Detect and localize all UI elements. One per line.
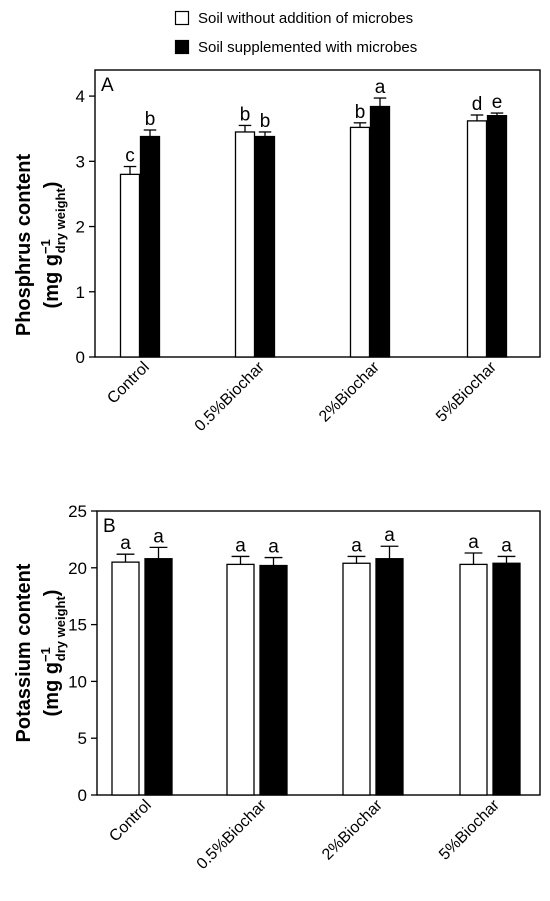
- y-tick-label: 2: [76, 218, 85, 237]
- significance-letter: a: [384, 525, 395, 546]
- panel-label: A: [101, 75, 114, 96]
- category-label: 2%Biochar: [319, 796, 386, 863]
- legend-swatch-1: [174, 10, 190, 26]
- legend-swatch-2: [174, 39, 190, 55]
- y-axis-title: Potassium content: [13, 563, 35, 742]
- significance-letter: a: [375, 77, 386, 98]
- y-axis-unit: (mg g−1dry weight): [38, 182, 68, 309]
- plot-frame: [94, 69, 541, 358]
- y-tick-label: 1: [76, 283, 85, 302]
- bar: [259, 564, 288, 796]
- significance-letter: a: [268, 537, 279, 558]
- significance-letter: b: [260, 111, 271, 132]
- significance-letter: d: [472, 94, 483, 115]
- y-tick-label: 10: [68, 672, 87, 691]
- y-tick-label: 3: [76, 152, 85, 171]
- y-axis-unit: (mg g−1dry weight): [38, 590, 68, 717]
- significance-letter: a: [501, 535, 512, 556]
- significance-letter: b: [240, 104, 251, 125]
- y-tick-label: 0: [76, 348, 85, 367]
- significance-letter: c: [125, 146, 135, 167]
- y-axis-title: Phosphrus content: [13, 154, 35, 337]
- bar: [375, 558, 404, 796]
- bar: [349, 126, 371, 358]
- category-label: 5%Biochar: [433, 358, 500, 425]
- bar: [119, 173, 141, 358]
- bar: [254, 135, 276, 358]
- bar: [342, 562, 371, 796]
- category-label: Control: [106, 797, 154, 845]
- category-label: 0.5%Biochar: [194, 796, 271, 873]
- bar: [234, 131, 256, 358]
- category-label: 2%Biochar: [316, 358, 383, 425]
- y-tick-label: 15: [68, 616, 87, 635]
- significance-letter: b: [355, 102, 366, 123]
- bar: [144, 558, 173, 796]
- y-tick-label: 0: [78, 786, 87, 805]
- y-tick-label: 25: [68, 502, 87, 521]
- bar: [226, 563, 255, 796]
- category-label: 5%Biochar: [436, 796, 503, 863]
- category-label: 0.5%Biochar: [192, 358, 269, 435]
- significance-letter: a: [351, 535, 362, 556]
- legend-label-2: Soil supplemented with microbes: [198, 39, 417, 56]
- significance-letter: a: [235, 535, 246, 556]
- plot-frame: [96, 510, 541, 796]
- bar: [486, 115, 508, 358]
- significance-letter: a: [468, 532, 479, 553]
- legend-label-1: Soil without addition of microbes: [198, 10, 413, 27]
- bar: [111, 561, 140, 796]
- y-tick-label: 5: [78, 729, 87, 748]
- significance-letter: e: [492, 92, 503, 113]
- significance-letter: b: [145, 109, 156, 130]
- bar: [492, 562, 521, 796]
- bar: [466, 120, 488, 358]
- y-tick-label: 20: [68, 559, 87, 578]
- category-label: Control: [104, 359, 152, 407]
- significance-letter: a: [153, 526, 164, 547]
- panel-label: B: [103, 516, 116, 537]
- bar: [369, 105, 391, 358]
- significance-letter: a: [120, 533, 131, 554]
- chart-panel-b: B 0 5 10 15 20 25 a a Control a a 0.5%Biochar a a 2%Bio…: [13, 502, 541, 873]
- bar: [139, 135, 161, 358]
- bar: [459, 563, 488, 796]
- y-tick-label: 4: [76, 87, 85, 106]
